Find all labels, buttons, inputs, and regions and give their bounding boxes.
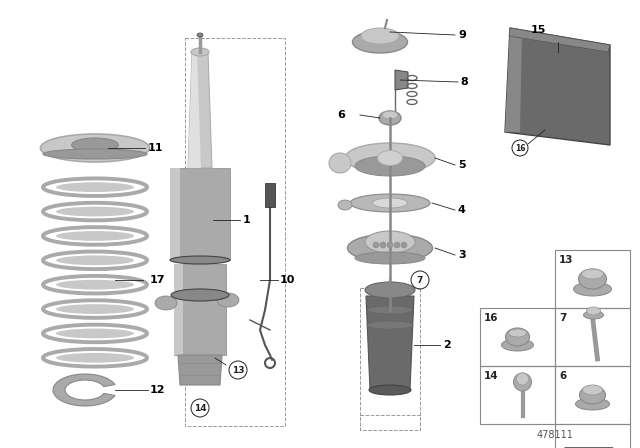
Ellipse shape <box>365 231 415 253</box>
Ellipse shape <box>579 269 607 289</box>
Bar <box>360 415 420 430</box>
Circle shape <box>401 242 407 248</box>
Circle shape <box>516 373 529 385</box>
Ellipse shape <box>372 198 408 208</box>
Circle shape <box>394 242 400 248</box>
Text: 13: 13 <box>232 366 244 375</box>
Text: 2: 2 <box>443 340 451 350</box>
Text: 13: 13 <box>559 255 573 265</box>
Ellipse shape <box>575 398 609 410</box>
Polygon shape <box>53 374 115 406</box>
Ellipse shape <box>355 252 425 264</box>
Ellipse shape <box>56 280 134 289</box>
Ellipse shape <box>191 48 209 56</box>
Ellipse shape <box>367 306 413 314</box>
Text: 12: 12 <box>150 385 166 395</box>
Polygon shape <box>509 28 610 52</box>
Ellipse shape <box>56 231 134 241</box>
Ellipse shape <box>329 153 351 173</box>
Polygon shape <box>265 183 275 207</box>
Ellipse shape <box>579 386 605 404</box>
Text: 8: 8 <box>460 77 468 87</box>
Ellipse shape <box>338 200 352 210</box>
Polygon shape <box>178 355 222 385</box>
Polygon shape <box>170 168 180 260</box>
Ellipse shape <box>365 282 415 298</box>
Ellipse shape <box>353 31 408 53</box>
Circle shape <box>380 242 386 248</box>
Ellipse shape <box>72 138 118 152</box>
Text: 1: 1 <box>243 215 251 225</box>
Bar <box>480 308 555 366</box>
Ellipse shape <box>170 256 230 264</box>
Text: 7: 7 <box>559 313 566 323</box>
Bar <box>480 366 555 424</box>
Polygon shape <box>174 264 226 355</box>
Ellipse shape <box>509 329 527 337</box>
Polygon shape <box>174 264 183 355</box>
Ellipse shape <box>43 149 147 159</box>
Text: 14: 14 <box>194 404 206 413</box>
Ellipse shape <box>378 151 403 165</box>
Ellipse shape <box>56 304 134 314</box>
Polygon shape <box>188 52 201 168</box>
Ellipse shape <box>582 385 602 395</box>
Text: 478111: 478111 <box>536 430 573 440</box>
Polygon shape <box>395 70 408 90</box>
Text: 9: 9 <box>458 30 466 40</box>
Ellipse shape <box>171 289 229 301</box>
Text: 5: 5 <box>458 160 466 170</box>
Text: 7: 7 <box>417 276 423 284</box>
Ellipse shape <box>197 33 203 37</box>
Ellipse shape <box>382 111 398 119</box>
Text: 4: 4 <box>458 205 466 215</box>
Ellipse shape <box>345 143 435 173</box>
Bar <box>185 38 285 426</box>
Ellipse shape <box>56 353 134 363</box>
Ellipse shape <box>379 111 401 125</box>
Ellipse shape <box>573 282 611 296</box>
Ellipse shape <box>155 296 177 310</box>
Ellipse shape <box>361 28 399 44</box>
Text: 3: 3 <box>458 250 466 260</box>
Polygon shape <box>170 168 230 260</box>
Text: 15: 15 <box>531 25 546 35</box>
Text: 11: 11 <box>148 143 163 153</box>
Text: 6: 6 <box>337 110 345 120</box>
Circle shape <box>513 373 531 391</box>
Ellipse shape <box>40 134 150 162</box>
Bar <box>555 308 630 366</box>
Ellipse shape <box>56 328 134 338</box>
Bar <box>555 424 630 448</box>
Ellipse shape <box>355 156 425 176</box>
Ellipse shape <box>369 385 411 395</box>
Text: 14: 14 <box>484 371 499 381</box>
Polygon shape <box>505 28 610 145</box>
Circle shape <box>373 242 379 248</box>
Ellipse shape <box>350 194 430 212</box>
Bar <box>555 250 630 308</box>
Ellipse shape <box>586 307 600 315</box>
Ellipse shape <box>217 293 239 307</box>
Text: 6: 6 <box>559 371 566 381</box>
Ellipse shape <box>582 269 604 279</box>
Text: 17: 17 <box>150 275 166 285</box>
Ellipse shape <box>506 328 529 346</box>
Ellipse shape <box>348 234 433 262</box>
Ellipse shape <box>502 339 534 351</box>
Polygon shape <box>188 52 212 168</box>
Ellipse shape <box>56 207 134 216</box>
Polygon shape <box>366 296 414 390</box>
Text: 16: 16 <box>515 143 525 152</box>
Ellipse shape <box>56 255 134 265</box>
Ellipse shape <box>56 182 134 192</box>
Bar <box>555 366 630 424</box>
Circle shape <box>387 242 393 248</box>
Ellipse shape <box>584 311 604 319</box>
Polygon shape <box>505 28 522 132</box>
Text: 16: 16 <box>484 313 499 323</box>
Ellipse shape <box>367 321 413 329</box>
Text: 10: 10 <box>280 275 296 285</box>
